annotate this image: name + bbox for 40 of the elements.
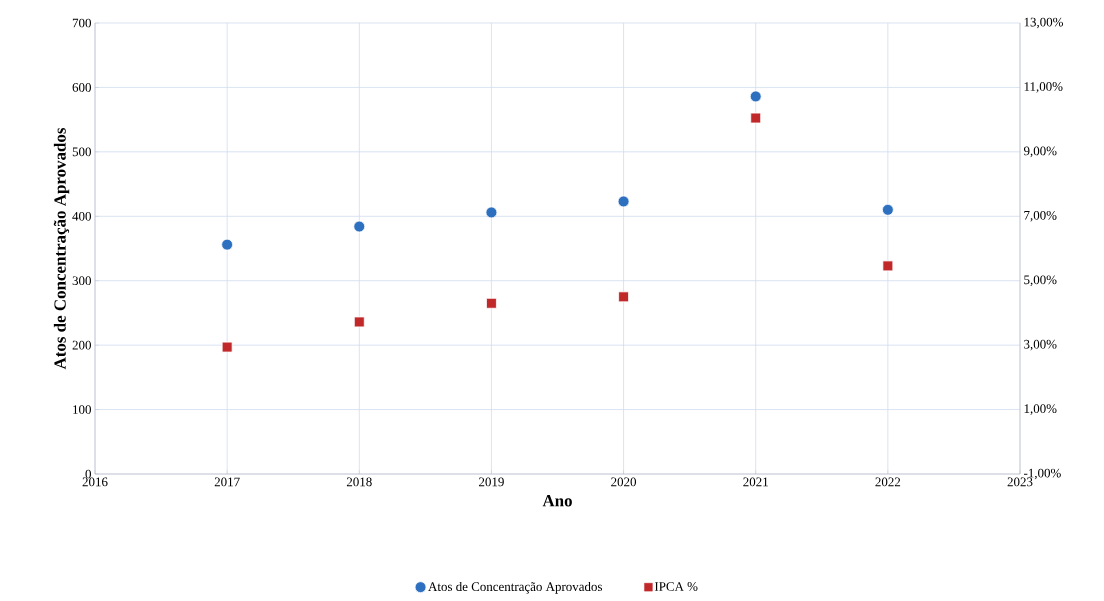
legend-label: Atos de Concentração Aprovados <box>428 581 602 594</box>
point <box>618 291 629 303</box>
legend-label: IPCA % <box>654 582 698 591</box>
x-tick-label: 2021 <box>743 477 768 487</box>
y-tick-label: 200 <box>72 340 91 350</box>
y2-tick-label: 7,00% <box>1024 210 1057 222</box>
point <box>749 90 762 103</box>
y-tick-label: 300 <box>72 276 91 286</box>
y-tick-label: 700 <box>72 18 91 28</box>
x-tick-label: 2020 <box>611 477 637 487</box>
y2-tick-label: 5,00% <box>1024 275 1057 287</box>
point <box>882 260 894 272</box>
x-tick-label: 2018 <box>346 477 372 487</box>
y-tick-label: 600 <box>72 83 91 92</box>
y-tick-label: 400 <box>72 211 91 221</box>
y2-tick-label: 13,00% <box>1024 17 1064 29</box>
point <box>353 220 366 233</box>
x-tick-label: 2023 <box>1007 477 1033 487</box>
point <box>486 297 497 309</box>
point <box>750 112 762 124</box>
y-tick-label: 500 <box>72 147 91 157</box>
point <box>221 341 233 353</box>
x-tick-label: 2022 <box>875 477 901 487</box>
point <box>353 316 365 328</box>
point <box>881 203 894 216</box>
y-tick-label: 0 <box>85 469 91 479</box>
x-tick-label: 2019 <box>479 477 504 487</box>
y2-tick-label: 1,00% <box>1024 404 1057 415</box>
x-tick-label: 2017 <box>214 477 240 487</box>
y-axis-title: Atos de Concentração Aprovados <box>53 127 70 370</box>
x-axis-title: Ano <box>542 495 572 507</box>
point <box>617 195 630 208</box>
y2-tick-label: -1,00% <box>1024 468 1061 480</box>
y-tick-label: 100 <box>73 405 91 414</box>
y2-tick-label: 11,00% <box>1024 82 1063 93</box>
y2-tick-label: 9,00% <box>1023 146 1057 158</box>
point <box>485 206 498 219</box>
point <box>221 238 234 251</box>
x-tick-label: 2016 <box>82 477 108 487</box>
y2-tick-label: 3,00% <box>1024 339 1057 351</box>
